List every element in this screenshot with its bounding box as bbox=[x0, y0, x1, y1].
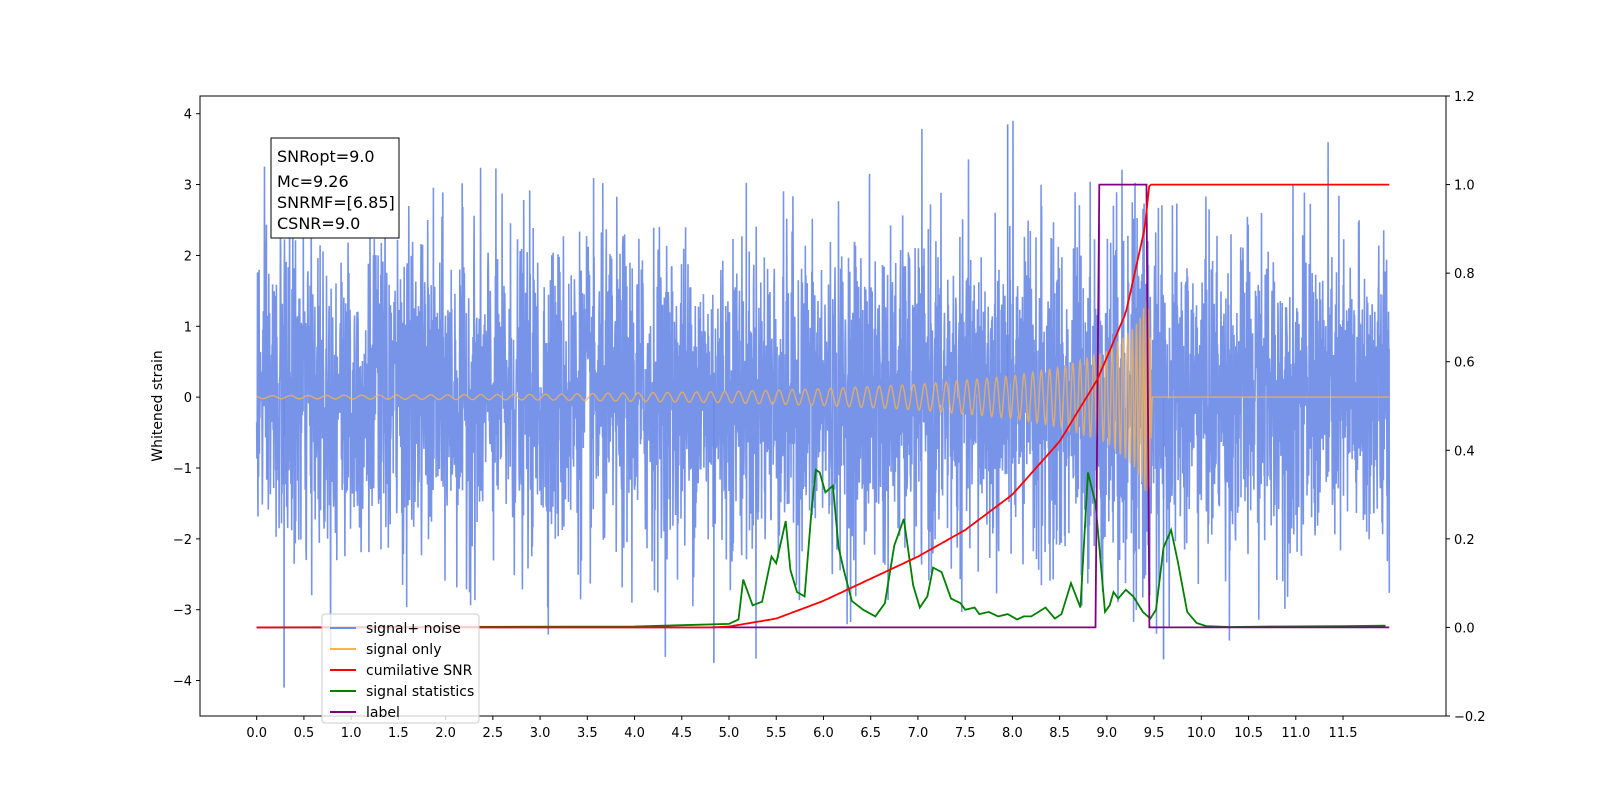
y2-tick-label: 0.0 bbox=[1454, 621, 1475, 636]
x-tick-label: 10.0 bbox=[1187, 726, 1216, 741]
info-csnr: CSNR=9.0 bbox=[277, 214, 360, 233]
legend-label-signal-noise: signal+ noise bbox=[366, 621, 461, 637]
y-tick-label: −4 bbox=[173, 675, 192, 690]
info-snr-mf: SNRMF=[6.85] bbox=[277, 193, 395, 212]
x-tick-label: 1.5 bbox=[388, 726, 409, 741]
x-tick-label: 6.0 bbox=[813, 726, 834, 741]
series-signal-only bbox=[256, 301, 1390, 492]
x-tick-label: 4.5 bbox=[671, 726, 692, 741]
x-tick-label: 3.5 bbox=[577, 726, 598, 741]
legend-label-label: label bbox=[366, 705, 400, 721]
y2-tick-label: 0.2 bbox=[1454, 533, 1475, 548]
y-tick-label: 4 bbox=[184, 108, 192, 123]
x-tick-label: 8.0 bbox=[1002, 726, 1023, 741]
x-tick-label: 9.5 bbox=[1144, 726, 1165, 741]
x-tick-label: 7.5 bbox=[955, 726, 976, 741]
x-tick-label: 10.5 bbox=[1234, 726, 1263, 741]
x-tick-label: 7.0 bbox=[908, 726, 929, 741]
y2-tick-label: 0.6 bbox=[1454, 356, 1475, 371]
x-tick-label: 5.5 bbox=[766, 726, 787, 741]
y-axis-left: 4 3 2 1 0 −1 −2 −3 −4 bbox=[173, 108, 200, 690]
x-tick-label: 8.5 bbox=[1049, 726, 1070, 741]
legend-box bbox=[321, 613, 480, 724]
series-signal-statistics bbox=[256, 468, 1386, 629]
y-axis-right: 1.2 1.0 0.8 0.6 0.4 0.2 0.0 −0.2 bbox=[1446, 90, 1486, 725]
legend-label-signal-statistics: signal statistics bbox=[366, 684, 474, 700]
y2-tick-label: 0.8 bbox=[1454, 267, 1475, 282]
legend-label-signal-only: signal only bbox=[366, 642, 441, 658]
x-axis: 0.0 0.5 1.0 1.5 2.0 2.5 3.0 3.5 4.0 4.5 5.0 5.5 6.0 6… bbox=[246, 716, 1358, 741]
x-tick-label: 6.5 bbox=[860, 726, 881, 741]
y-tick-label: 0 bbox=[184, 391, 192, 406]
x-tick-label: 2.5 bbox=[482, 726, 503, 741]
series-label bbox=[256, 183, 1390, 629]
x-tick-label: 5.0 bbox=[719, 726, 740, 741]
y2-tick-label: 0.4 bbox=[1454, 444, 1475, 459]
y-tick-label: −3 bbox=[173, 604, 192, 619]
y2-tick-label: 1.0 bbox=[1454, 179, 1475, 194]
x-tick-label: 3.0 bbox=[530, 726, 551, 741]
x-tick-label: 2.0 bbox=[435, 726, 456, 741]
y-tick-label: 1 bbox=[184, 320, 192, 335]
info-snr-opt: SNRopt=9.0 bbox=[277, 147, 375, 166]
y2-tick-label: 1.2 bbox=[1454, 90, 1475, 105]
x-tick-label: 1.0 bbox=[341, 726, 362, 741]
x-tick-label: 11.0 bbox=[1281, 726, 1310, 741]
x-tick-label: 9.0 bbox=[1097, 726, 1118, 741]
x-tick-label: 4.0 bbox=[624, 726, 645, 741]
y-tick-label: −1 bbox=[173, 462, 192, 477]
x-tick-label: 11.5 bbox=[1329, 726, 1358, 741]
x-tick-label: 0.5 bbox=[294, 726, 315, 741]
y-tick-label: −2 bbox=[173, 533, 192, 548]
x-tick-label: 0.0 bbox=[246, 726, 267, 741]
y-tick-label: 2 bbox=[184, 249, 192, 264]
legend: signal+ noise signal only cumilative SNR si… bbox=[321, 613, 480, 724]
legend-label-cumilative-snr: cumilative SNR bbox=[366, 663, 473, 679]
info-box: SNRopt=9.0 Mc=9.26 SNRMF=[6.85] CSNR=9.0 bbox=[270, 137, 400, 239]
info-mc: Mc=9.26 bbox=[277, 172, 349, 191]
series-signal-noise bbox=[255, 120, 1391, 659]
y2-tick-label: −0.2 bbox=[1454, 710, 1486, 725]
y-tick-label: 3 bbox=[184, 179, 192, 194]
y-axis-label: Whitened strain bbox=[150, 350, 166, 461]
